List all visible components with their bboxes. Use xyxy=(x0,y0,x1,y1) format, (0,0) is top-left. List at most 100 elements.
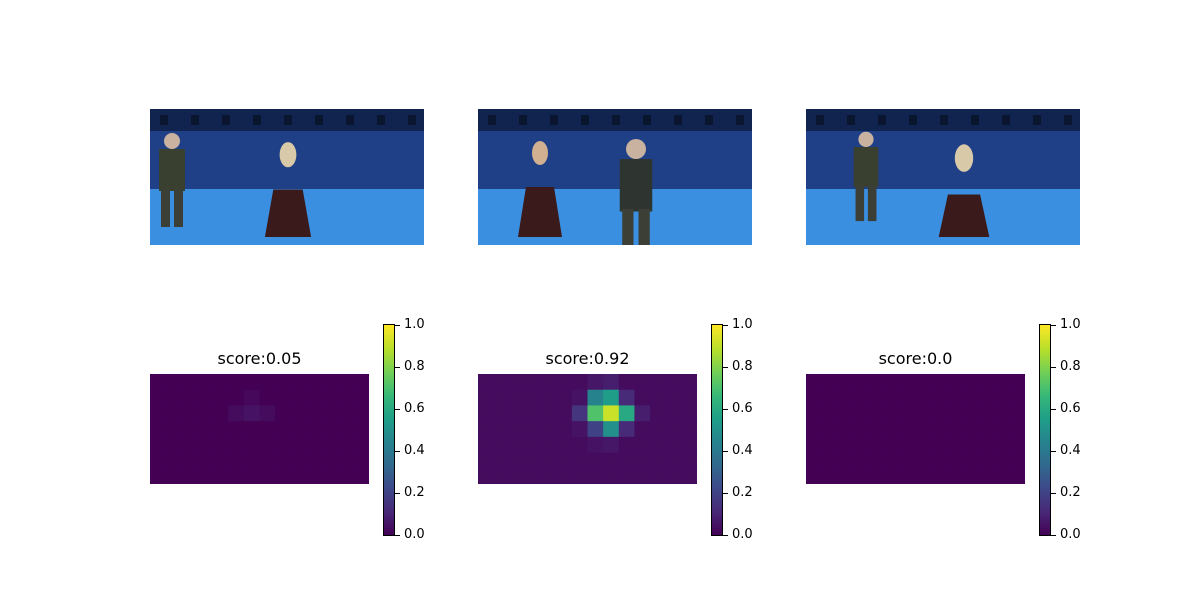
heatmap-cell xyxy=(322,436,339,454)
heatmap-cell xyxy=(275,389,292,406)
heatmap-cell xyxy=(259,452,276,469)
heatmap-cell xyxy=(603,468,620,484)
figure-head xyxy=(858,131,874,147)
heatmap-cell xyxy=(196,468,214,484)
heatmap-cell xyxy=(837,436,854,454)
heatmap-cell xyxy=(852,405,870,422)
heatmap-cell xyxy=(884,421,901,438)
heatmap-cell xyxy=(275,405,292,422)
heatmap-cell xyxy=(1009,389,1025,406)
rig-light xyxy=(519,115,527,125)
colorbar-tick-label: 0.0 xyxy=(732,527,753,542)
colorbar-tick xyxy=(1051,367,1056,368)
heatmap-cell xyxy=(196,452,214,469)
heatmap-cell xyxy=(556,389,573,406)
heatmap-cell xyxy=(540,452,557,469)
heatmap-cell xyxy=(228,374,245,391)
colorbar-tick-label: 1.0 xyxy=(1060,317,1081,332)
rig-light xyxy=(705,115,713,125)
heatmap-cell xyxy=(821,389,838,406)
heatmap-cell xyxy=(884,452,901,469)
rig-light xyxy=(940,115,948,125)
colorbar-tick-label: 1.0 xyxy=(732,317,753,332)
heatmap-cell xyxy=(571,452,588,469)
heatmap-cell xyxy=(837,421,854,438)
colorbar-ticks-1: 0.0 0.2 0.4 0.6 0.8 1.0 xyxy=(395,318,435,542)
heatmap-cell xyxy=(603,452,620,469)
heatmap-cell xyxy=(931,468,948,484)
heatmap-cell xyxy=(509,389,526,406)
heatmap-cell xyxy=(837,389,854,406)
heatmap-cell xyxy=(852,421,870,438)
heatmap-cell xyxy=(165,468,182,484)
rig-light xyxy=(191,115,199,125)
heatmap-cell xyxy=(821,374,838,391)
heatmap-cell xyxy=(806,374,823,391)
heatmap-cell xyxy=(165,374,182,391)
heatmap-cell xyxy=(478,374,495,391)
heatmap-cell xyxy=(571,374,588,391)
heatmap-cell xyxy=(868,468,885,484)
heatmap-cell xyxy=(618,452,635,469)
heatmap-cell xyxy=(243,389,260,406)
heatmap-cell xyxy=(353,374,369,391)
heatmap-cell xyxy=(275,468,292,484)
heatmap-cell xyxy=(962,421,979,438)
heatmap-cell xyxy=(634,389,651,406)
heatmap-cell xyxy=(165,436,182,454)
heatmap-cell xyxy=(353,405,369,422)
heatmap-cell xyxy=(353,436,369,454)
heatmap-cell xyxy=(884,468,901,484)
heatmap-cell xyxy=(618,389,635,406)
colorbar-ticks-3: 0.0 0.2 0.4 0.6 0.8 1.0 xyxy=(1051,318,1091,542)
heatmap-cell xyxy=(259,389,276,406)
heatmap-cell xyxy=(509,468,526,484)
colorbar-tick-label: 0.8 xyxy=(732,359,753,374)
heatmap-title-3: score:0.0 xyxy=(878,349,953,368)
heatmap-cell xyxy=(665,452,682,469)
heatmap-cell xyxy=(290,389,307,406)
heatmap-cell xyxy=(228,436,245,454)
heatmap-cell xyxy=(650,421,667,438)
heatmap-cell xyxy=(837,468,854,484)
heatmap-cell xyxy=(650,436,667,454)
heatmap-cell xyxy=(634,405,651,422)
heatmap-cell xyxy=(243,452,260,469)
heatmap-cell xyxy=(306,452,323,469)
heatmap-cell xyxy=(915,374,932,391)
heatmap-cell xyxy=(852,436,870,454)
heatmap-cell xyxy=(634,436,651,454)
heatmap-cell xyxy=(587,452,604,469)
heatmap-cell xyxy=(681,452,697,469)
heatmap-cell xyxy=(821,405,838,422)
heatmap-cell xyxy=(509,374,526,391)
heatmap-cell xyxy=(540,468,557,484)
heatmap-cell xyxy=(852,374,870,391)
heatmap-cell xyxy=(524,389,542,406)
colorbar-tick-label: 0.4 xyxy=(404,443,425,458)
heatmap-cell xyxy=(946,452,963,469)
heatmap-cell xyxy=(915,421,932,438)
heatmap-cell xyxy=(837,405,854,422)
colorbar-tick xyxy=(395,451,400,452)
heatmap-cell xyxy=(228,389,245,406)
heatmap-cell xyxy=(618,405,635,422)
heatmap-cell xyxy=(337,405,354,422)
colorbar-tick xyxy=(723,409,728,410)
heatmap-cell xyxy=(962,374,979,391)
heatmap-cell xyxy=(1009,405,1025,422)
heatmap-cell xyxy=(884,436,901,454)
heatmap-cell xyxy=(322,421,339,438)
heatmap-cell xyxy=(228,452,245,469)
figure-head xyxy=(626,139,646,159)
photo-panel-2 xyxy=(478,109,752,245)
rig-light xyxy=(643,115,651,125)
heatmap-cell xyxy=(353,421,369,438)
heatmap-cell xyxy=(821,421,838,438)
heatmap-cell xyxy=(993,452,1010,469)
heatmap-3 xyxy=(806,374,1025,484)
heatmap-cell xyxy=(665,389,682,406)
heatmap-cell xyxy=(931,452,948,469)
rig-light xyxy=(581,115,589,125)
colorbar-tick-label: 1.0 xyxy=(404,317,425,332)
